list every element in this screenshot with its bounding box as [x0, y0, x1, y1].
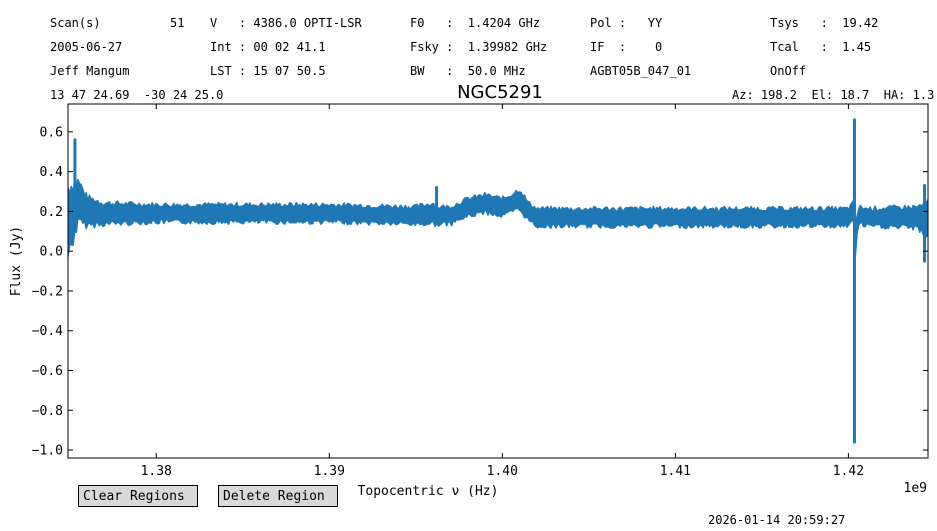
clear-regions-button[interactable]: Clear Regions: [78, 485, 198, 507]
header-row1-col2: V : 4386.0 OPTI-LSR: [210, 16, 362, 30]
y-tick-label: −0.4: [32, 324, 63, 339]
y-tick-label: 0.6: [40, 125, 63, 140]
spectrum-band: [68, 178, 928, 259]
y-tick-label: 0.4: [40, 165, 64, 180]
header-row3-col5: OnOff: [770, 64, 807, 78]
chart-title: NGC5291: [457, 82, 543, 103]
header-row2-col4: IF : 0: [590, 40, 663, 54]
y-tick-label: −0.8: [32, 404, 63, 419]
timestamp: 2026-01-14 20:59:27: [708, 513, 846, 527]
source-coordinates: 13 47 24.69 -30 24 25.0: [50, 88, 224, 102]
header-row2-col2: Int : 00 02 41.1: [210, 40, 326, 54]
header-row2-col5: Tcal : 1.45: [770, 40, 872, 54]
header-row1-col1: Scan(s): [50, 16, 101, 30]
header-row2-col3: Fsky : 1.39982 GHz: [410, 40, 548, 54]
header-row3-col2: LST : 15 07 50.5: [210, 64, 326, 78]
x-tick-label: 1.42: [833, 464, 864, 479]
plot-frame: [67, 103, 929, 459]
y-tick-label: −1.0: [32, 444, 63, 459]
x-tick-label: 1.39: [314, 464, 345, 479]
x-offset-label: 1e9: [904, 481, 927, 496]
data-layer: [68, 118, 928, 444]
header-row1-col4: Pol : YY: [590, 16, 663, 30]
header-row2-col1: 2005-06-27: [50, 40, 123, 54]
x-tick-label: 1.38: [141, 464, 172, 479]
y-tick-label: −0.6: [32, 364, 63, 379]
y-axis-label: Flux (Jy): [9, 226, 24, 296]
x-tick-label: 1.40: [487, 464, 518, 479]
az-el-ha-readout: Az: 198.2 El: 18.7 HA: 1.3: [732, 88, 935, 102]
header-scan-number: 51: [170, 16, 185, 30]
header-row1-col5: Tsys : 19.42: [770, 16, 879, 30]
y-tick-label: 0.0: [40, 245, 63, 260]
header-row1-col3: F0 : 1.4204 GHz: [410, 16, 541, 30]
x-tick-label: 1.41: [660, 464, 691, 479]
delete-region-button[interactable]: Delete Region: [218, 485, 338, 507]
x-axis-label: Topocentric ν (Hz): [358, 484, 499, 499]
y-tick-label: 0.2: [40, 205, 63, 220]
header-row3-col3: BW : 50.0 MHz: [410, 64, 526, 78]
header-row3-col4: AGBT05B_047_01: [590, 64, 692, 78]
header-row3-col1: Jeff Mangum: [50, 64, 130, 78]
y-tick-label: −0.2: [32, 284, 63, 299]
